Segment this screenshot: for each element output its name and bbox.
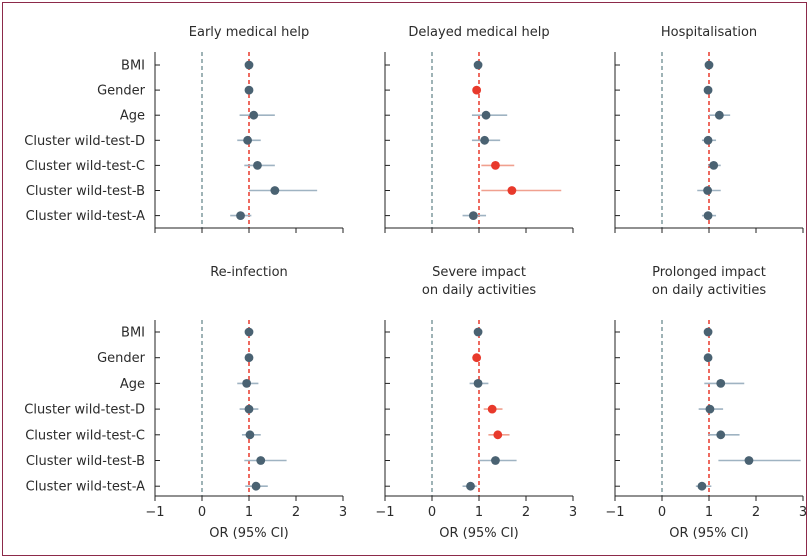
panel-2-point-7: [468, 211, 478, 221]
panel-4-x-tick-label: 2: [292, 505, 300, 520]
panel-6-title: on daily activities: [652, 283, 766, 298]
panel-2-point-3: [481, 110, 491, 120]
row-label: Cluster wild-test-C: [25, 159, 145, 174]
panel-4-point-5: [245, 430, 255, 440]
panel-4-point-1: [244, 327, 254, 337]
row-label: Cluster wild-test-B: [26, 454, 145, 469]
panel-5-point-3: [473, 379, 483, 388]
panel-5-x-tick-label: 1: [475, 505, 483, 520]
panel-6-x-tick-label: 0: [658, 505, 666, 520]
panel-6-x-axis-label: OR (95% CI): [669, 526, 748, 541]
panel-4-x-axis-label: OR (95% CI): [209, 526, 288, 541]
panel-4-x-tick-label: 3: [339, 505, 347, 520]
panel-4-point-2: [244, 353, 254, 363]
panel-6-point-7: [697, 481, 707, 491]
panel-2-point-4: [480, 135, 490, 145]
panel-5-x-tick-label: 0: [428, 505, 436, 520]
panel-4-point-7: [251, 481, 261, 491]
panel-5-x-axis-label: OR (95% CI): [439, 526, 518, 541]
row-label: Age: [120, 109, 145, 124]
panel-6-x-tick-label: 3: [799, 505, 807, 520]
row-label: Cluster wild-test-C: [25, 428, 145, 443]
panel-1-point-4: [243, 135, 252, 145]
panel-3-title: Hospitalisation: [661, 25, 757, 40]
panel-4-x-tick-label: −1: [145, 505, 164, 520]
panel-6-point-4: [705, 404, 715, 414]
panel-5-point-4: [487, 404, 497, 414]
panel-6-point-6: [744, 456, 754, 465]
panel-4-title: Re-infection: [210, 265, 288, 280]
row-label: Cluster wild-test-B: [26, 184, 145, 199]
panel-5-x-tick-label: 3: [569, 505, 577, 520]
panel-5-point-7: [466, 481, 475, 491]
panel-2-point-1: [473, 60, 483, 70]
panel-6-point-5: [716, 430, 726, 440]
panel-4-x-tick-label: 0: [198, 505, 206, 520]
panel-3-point-6: [703, 186, 712, 195]
row-label: Cluster wild-test-D: [24, 403, 145, 418]
panel-5-title: on daily activities: [422, 283, 536, 298]
panel-5-point-1: [473, 327, 483, 337]
panel-5-point-6: [491, 456, 500, 465]
panel-4-point-3: [242, 379, 252, 388]
row-label: Cluster wild-test-A: [26, 209, 145, 224]
row-label: BMI: [121, 59, 145, 74]
panel-6-x-tick-label: −1: [605, 505, 624, 520]
panel-1-point-5: [253, 161, 262, 170]
row-label: Gender: [97, 84, 146, 99]
row-label: BMI: [121, 326, 145, 341]
panel-6-point-2: [703, 353, 713, 363]
panel-2-title: Delayed medical help: [408, 25, 549, 40]
panel-2-point-2: [472, 85, 482, 95]
panel-3-point-4: [703, 135, 713, 145]
panel-2-point-6: [507, 186, 517, 195]
panel-4-point-6: [256, 456, 266, 465]
row-label: Gender: [97, 351, 146, 366]
panel-6-title: Prolonged impact: [652, 265, 766, 280]
panel-1-point-2: [244, 85, 254, 95]
panel-2-point-5: [491, 161, 500, 170]
panel-5-title: Severe impact: [432, 265, 526, 280]
panel-3-point-7: [703, 211, 713, 221]
row-label: Cluster wild-test-D: [24, 134, 145, 149]
panel-1-point-1: [244, 60, 254, 70]
panel-1-point-7: [236, 211, 245, 221]
panel-3-point-1: [704, 60, 714, 70]
panel-1-title: Early medical help: [189, 25, 309, 40]
row-label: Age: [120, 377, 145, 392]
panel-3-point-5: [709, 161, 719, 170]
panel-5-x-tick-label: −1: [375, 505, 394, 520]
panel-5-point-5: [493, 430, 503, 440]
panel-1-point-6: [270, 186, 280, 195]
panel-6-x-tick-label: 1: [705, 505, 713, 520]
row-label: Cluster wild-test-A: [26, 480, 145, 495]
panel-1-point-3: [249, 110, 259, 120]
panel-6-point-3: [716, 379, 726, 388]
panel-6-point-1: [703, 327, 713, 337]
panel-6-x-tick-label: 2: [752, 505, 760, 520]
panel-3-point-3: [714, 110, 724, 120]
panel-4-x-tick-label: 1: [245, 505, 253, 520]
panel-4-point-4: [244, 404, 254, 414]
panel-5-point-2: [472, 353, 482, 363]
panel-3-point-2: [703, 85, 713, 95]
panel-5-x-tick-label: 2: [522, 505, 530, 520]
